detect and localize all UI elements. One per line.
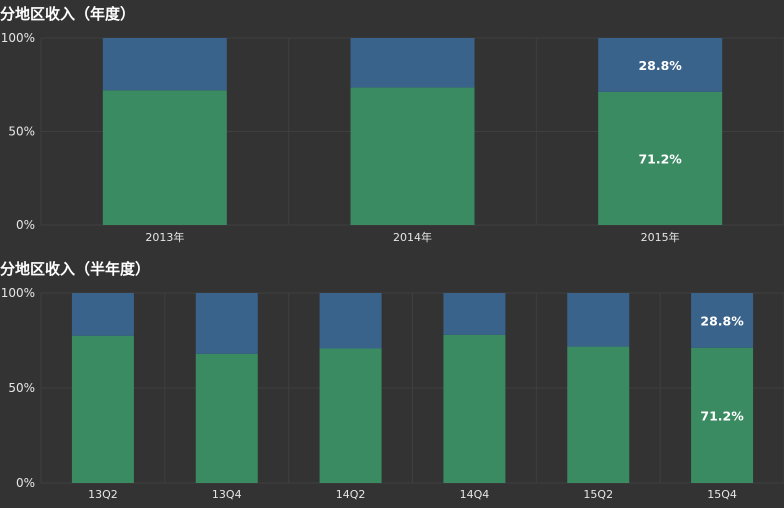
data-label: 71.2% (700, 408, 744, 423)
bar-segment (195, 353, 258, 483)
bar-segment (319, 348, 382, 483)
y-tick-label: 0% (16, 218, 35, 232)
x-tick-label: 2013年 (145, 230, 184, 244)
y-tick-label: 50% (8, 381, 35, 395)
bar-segment (319, 293, 382, 349)
data-label: 71.2% (638, 151, 682, 166)
y-tick-label: 100% (1, 286, 35, 300)
y-tick-label: 100% (1, 31, 35, 45)
x-tick-label: 2014年 (393, 230, 432, 244)
x-tick-label: 14Q4 (460, 488, 490, 501)
bar-segment (71, 293, 134, 336)
chart-title: 分地区收入（半年度） (0, 260, 150, 278)
bar-segment (443, 293, 506, 335)
bar-segment (691, 293, 754, 348)
bar-segment (691, 347, 754, 483)
annual-chart: 分地区收入（年度） 0% 50% 100% 2013年 2014年 2015年 71.2% 2… (0, 5, 784, 244)
bar-segment (567, 346, 630, 483)
bar-segment (598, 38, 723, 92)
bar-segment (71, 335, 134, 483)
bar-segment (195, 293, 258, 354)
x-tick-label: 13Q2 (88, 488, 118, 501)
bar-segment (350, 38, 475, 88)
data-label: 28.8% (638, 58, 682, 73)
semiannual-chart: 分地区收入（半年度） 0% 50% 100% 13Q2 13Q4 14Q2 14Q4 15Q2… (0, 260, 784, 501)
x-tick-label: 2015年 (641, 230, 680, 244)
data-label: 28.8% (700, 313, 744, 328)
bar-segment (102, 38, 227, 91)
y-tick-label: 0% (16, 476, 35, 490)
x-tick-label: 13Q4 (212, 488, 242, 501)
bar-segment (598, 91, 723, 225)
x-tick-label: 15Q4 (707, 488, 737, 501)
bar-segment (350, 87, 475, 226)
x-tick-label: 14Q2 (336, 488, 366, 501)
bar-segment (443, 334, 506, 483)
chart-title: 分地区收入（年度） (0, 5, 135, 23)
bar-segment (102, 90, 227, 225)
bar-segment (567, 293, 630, 347)
x-tick-label: 15Q2 (583, 488, 613, 501)
y-tick-label: 50% (8, 125, 35, 139)
